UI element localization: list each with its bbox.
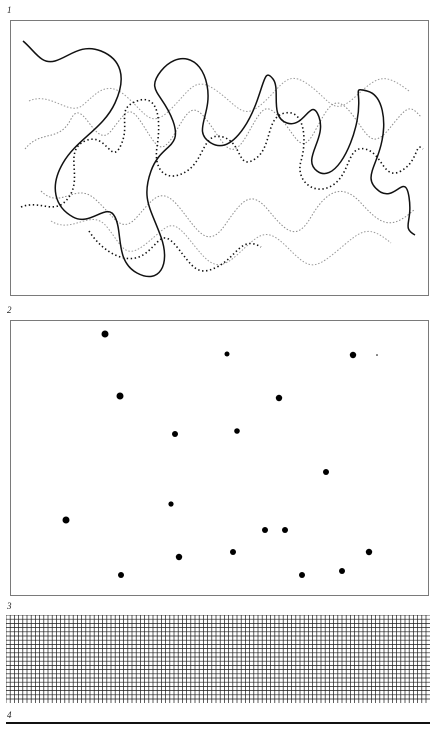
dot (365, 548, 373, 556)
dot (224, 351, 230, 357)
solid-path (22, 40, 416, 278)
dot (234, 428, 240, 434)
dot (175, 553, 183, 561)
figure-label-2: 2 (7, 305, 12, 315)
dot (282, 527, 288, 533)
dot (275, 394, 283, 402)
dot (376, 354, 378, 356)
dot (118, 572, 124, 578)
dot (172, 431, 178, 437)
dot (230, 549, 236, 555)
dot (62, 516, 70, 524)
dot (299, 572, 305, 578)
dense-grid (6, 615, 430, 703)
dot (168, 501, 174, 507)
dot (116, 392, 124, 400)
random-walk-paths (20, 40, 424, 278)
dot (101, 330, 109, 338)
panel-1-random-walks (10, 20, 429, 296)
figure-label-4: 4 (7, 710, 12, 720)
dot (262, 527, 268, 533)
scattered-dots (62, 330, 378, 578)
dark-dotted-path (20, 98, 424, 272)
dot (339, 568, 345, 574)
dot (323, 469, 329, 475)
horizontal-rule (6, 722, 430, 724)
figure-label-3: 3 (7, 601, 12, 611)
light-dotted-path (24, 102, 422, 238)
light-dotted-path-2 (28, 78, 410, 266)
dot (349, 351, 357, 359)
panel-2-dots (10, 320, 429, 596)
panel-3-grid (6, 615, 430, 703)
figure-label-1: 1 (7, 5, 12, 15)
